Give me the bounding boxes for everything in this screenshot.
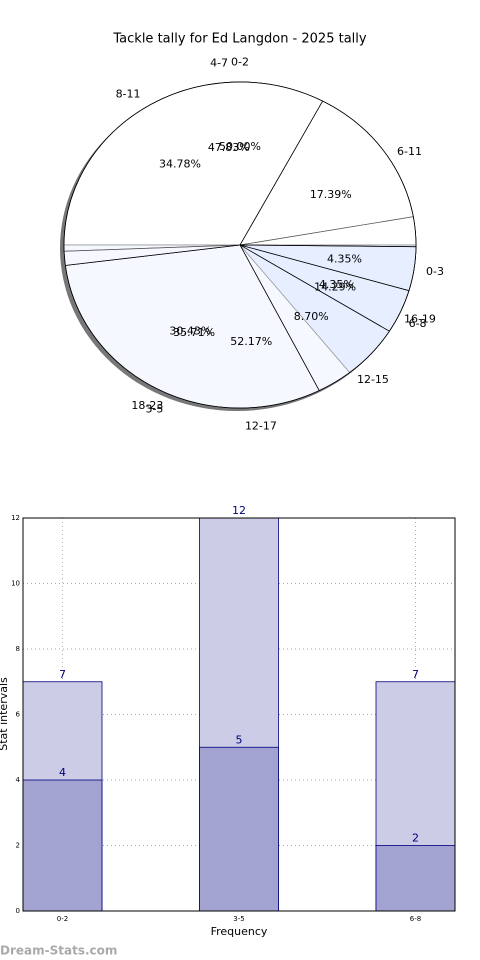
bar-chart: 0 2 4 6 8 10 12 0-2 3-5 6-8 7 12 7 4 5 2 [11,504,456,923]
slice-value-label: 47.83% [208,141,250,154]
bar-value-label: 2 [412,832,419,845]
slice-label: 16-19 [404,313,436,326]
slice-value-label: 50.00% [219,140,261,153]
bar-value-label: 7 [59,668,66,681]
slice-value-label: 30.43% [169,324,211,337]
y-tick-label: 8 [16,645,20,653]
bar-value-label: 5 [236,733,243,746]
bar [375,845,456,912]
slice-value-label: 17.39% [310,188,352,201]
pie-slice [239,244,390,392]
bar-value-label: 4 [59,766,66,779]
slice-value-label: 52.17% [230,335,272,348]
x-tick-label: 3-5 [233,915,244,923]
y-tick-label: 4 [16,776,21,784]
pie-slice [63,81,324,266]
y-tick-label: 6 [16,711,21,719]
y-tick-label: 12 [11,514,20,522]
chart-title: Tackle tally for Ed Langdon - 2025 tally [112,32,366,47]
x-tick-label: 0-2 [57,915,68,923]
y-tick-label: 10 [11,580,20,588]
bar [199,746,279,912]
bar-value-label: 12 [232,504,246,517]
y-tick-label: 2 [16,842,20,850]
bar [22,779,103,912]
slice-value-label: 4.35% [327,252,362,265]
y-axis-label: Stat intervals [0,677,10,751]
slice-label: 3-5 [145,402,163,415]
pie-slice [64,244,320,409]
slice-label: 12-15 [357,373,389,386]
pie-slice [239,100,417,248]
bar-value-label: 7 [412,668,419,681]
slice-value-label: 8.70% [294,310,329,323]
slice-value-label: 14.29% [314,280,356,293]
x-tick-label: 6-8 [410,915,421,923]
slice-value-label: 34.78% [159,158,201,171]
plot-frame [22,517,456,912]
slice-label: 12-17 [245,420,277,433]
slice-value-label: 35.71% [173,326,215,339]
slice-label: 6-8 [409,317,427,330]
slice-value-label: 4.35% [319,278,354,291]
slice-label: 0-3 [426,265,444,278]
slice-label: 0-2 [231,55,249,68]
x-axis-label: Frequency [211,925,268,938]
pie: 0-2 50.00% 3-5 35.71% 6-8 14.29% 4-7 47.83% 12-1… [63,55,444,433]
slice-label: 4-7 [210,56,228,69]
slice-label: 8-11 [116,88,141,101]
slice-label: 6-11 [397,145,422,158]
slice-label: 18-23 [131,399,163,412]
watermark: Dream-Stats.com [0,944,117,958]
y-tick-label: 0 [16,907,20,915]
